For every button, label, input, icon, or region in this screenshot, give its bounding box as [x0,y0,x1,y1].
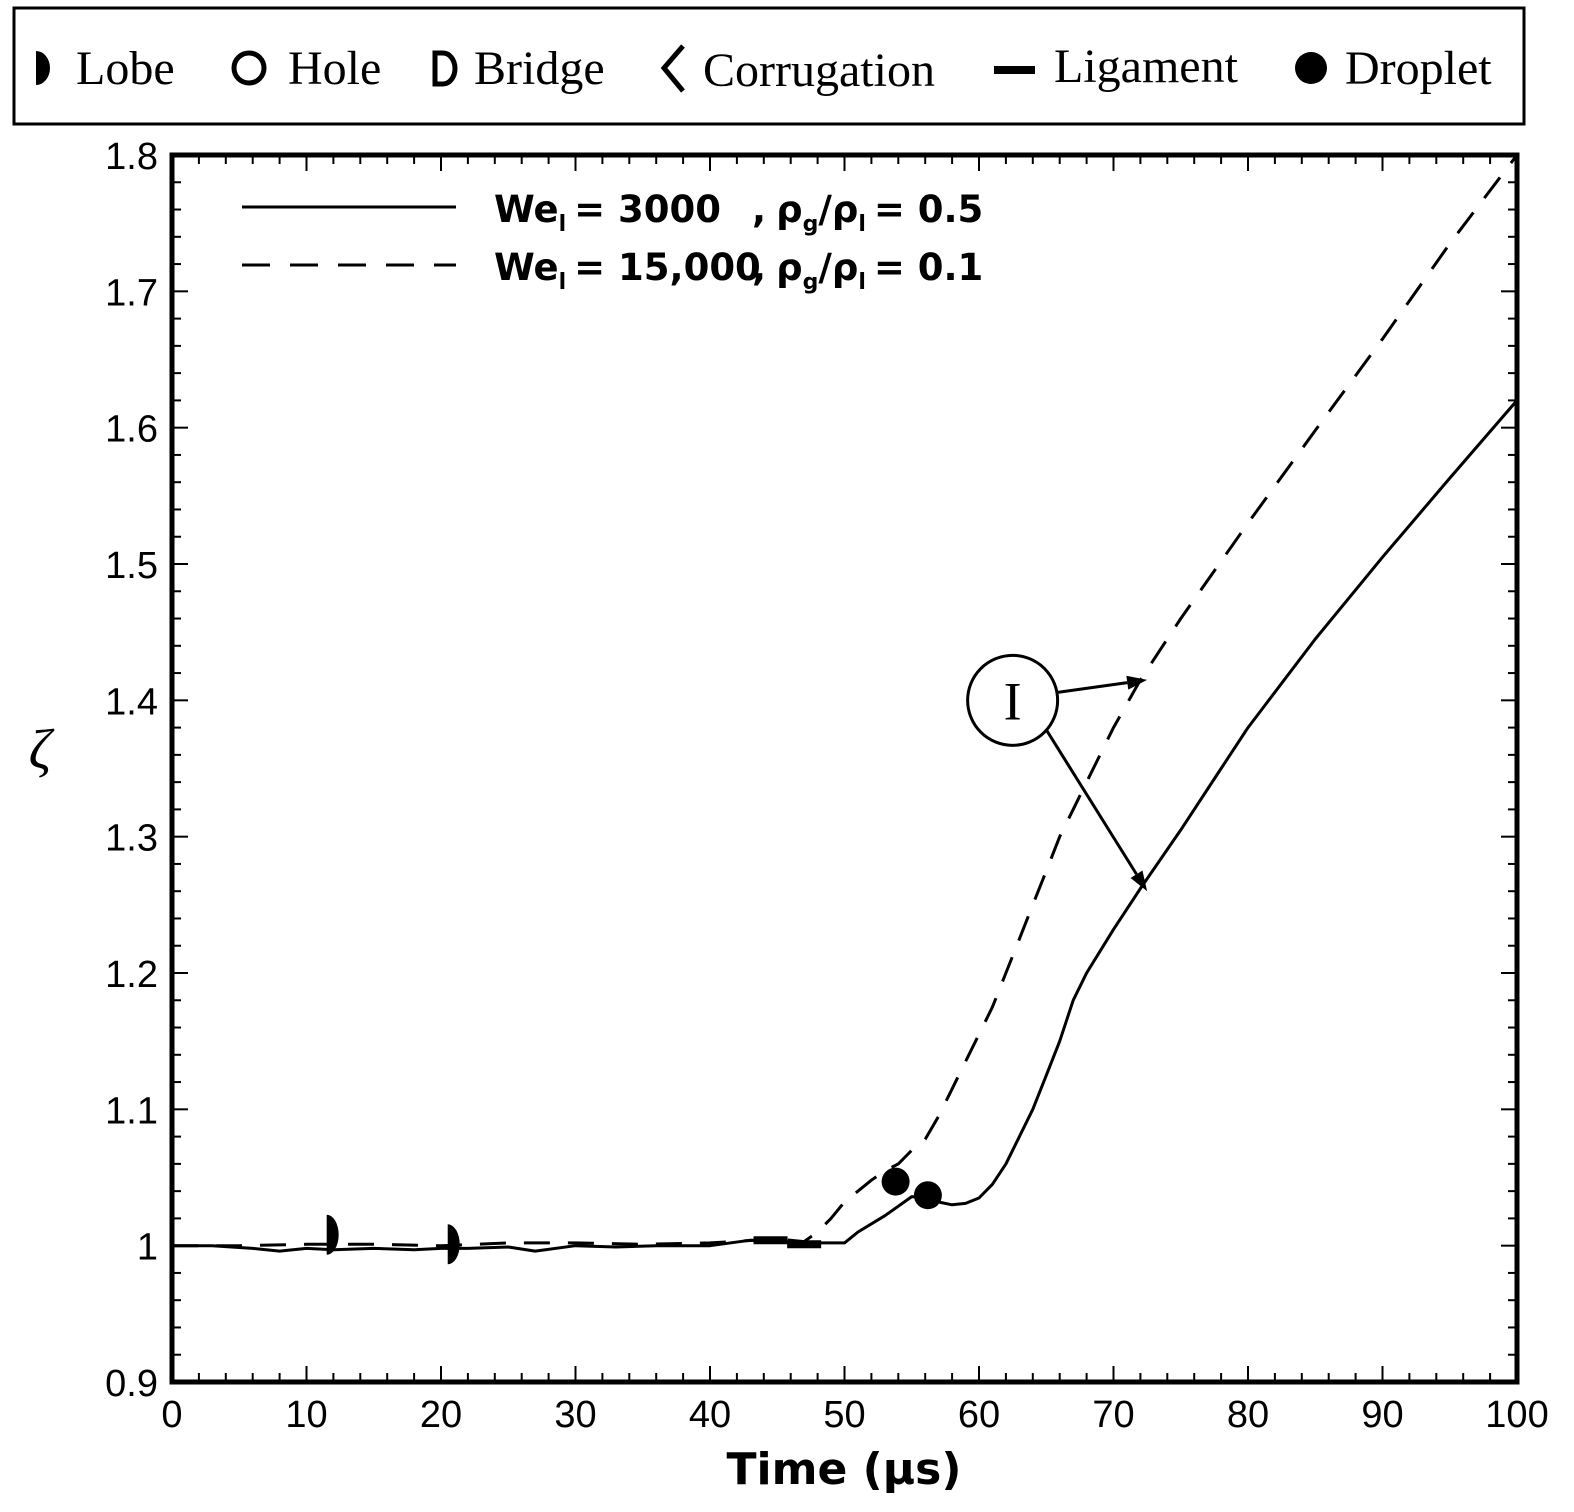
annotation-arrow-solid [1045,729,1138,876]
annotation-I: I [966,653,1148,892]
lobe-marker [326,1214,339,1255]
axis-tick-labels: 0 10 20 30 40 50 60 70 80 90 100 0.9 1 1.1 1.2 1.3 1.4 1.… [105,136,1549,1436]
y-tick-label: 1.8 [105,136,158,178]
y-tick-label: 1.1 [105,1090,158,1132]
droplet-marker [913,1181,942,1210]
bridge-legend-icon [432,50,458,87]
annotation-arrowhead-solid [1130,870,1148,892]
series-layer [172,154,1519,1253]
x-tick-label: 90 [1361,1394,1403,1436]
y-tick-label: 1.6 [105,409,158,451]
legend-label-hole: Hole [288,42,381,95]
x-tick-label: 20 [420,1394,462,1436]
x-tick-label: 60 [958,1394,1000,1436]
legend-label-bridge: Bridge [474,42,605,95]
annotation-label: I [1004,671,1022,731]
x-tick-label: 80 [1227,1394,1269,1436]
legend-entry-solid: Wel = 3000, ρg/ρl = 0.5 [494,188,983,237]
x-tick-label: 40 [689,1394,731,1436]
lobe-marker [447,1224,460,1265]
legend-label-ligament: Ligament [1054,40,1239,93]
annotation-arrowhead-dashed [1126,675,1148,690]
y-tick-label: 1.4 [105,681,158,723]
x-tick-label: 0 [161,1394,182,1436]
y-tick-label: 1.2 [105,954,158,996]
annotation-arrow-dashed [1057,681,1128,694]
plot-frame [169,152,1520,1385]
x-tick-label: 10 [285,1394,327,1436]
x-tick-label: 30 [554,1394,596,1436]
x-axis-label: Time (µs) [727,1444,962,1495]
droplet-legend-icon [1295,52,1327,84]
droplet-marker [881,1167,910,1196]
legend-entry-dashed: Wel = 15,000, ρg/ρl = 0.1 [494,246,983,295]
y-axis-label: ζ [29,719,55,781]
x-tick-label: 70 [1092,1394,1134,1436]
y-tick-label: 1.3 [105,818,158,860]
legend-label-corrugation: Corrugation [703,44,935,97]
series-legend: Wel = 3000, ρg/ρl = 0.5 Wel = 15,000, ρg/ρl = … [242,188,983,295]
series-dashed-line [172,154,1519,1248]
feature-legend: Lobe Hole Bridge Corrugation Ligament Dr… [12,6,1526,126]
y-tick-label: 0.9 [105,1363,158,1405]
axis-ticks [171,154,1518,1383]
corrugation-legend-icon [660,44,685,93]
annotation-circle [966,653,1060,747]
y-tick-label: 1.7 [105,272,158,314]
hole-legend-icon [231,50,267,86]
y-tick-label: 1.5 [105,545,158,587]
legend-label-lobe: Lobe [76,42,175,95]
series-solid-line [172,399,1519,1253]
legend-label-droplet: Droplet [1345,42,1492,95]
x-tick-label: 100 [1485,1394,1548,1436]
feature-markers [326,1167,942,1265]
y-tick-label: 1 [137,1227,158,1269]
x-tick-label: 50 [823,1394,865,1436]
lobe-legend-icon [36,51,50,85]
